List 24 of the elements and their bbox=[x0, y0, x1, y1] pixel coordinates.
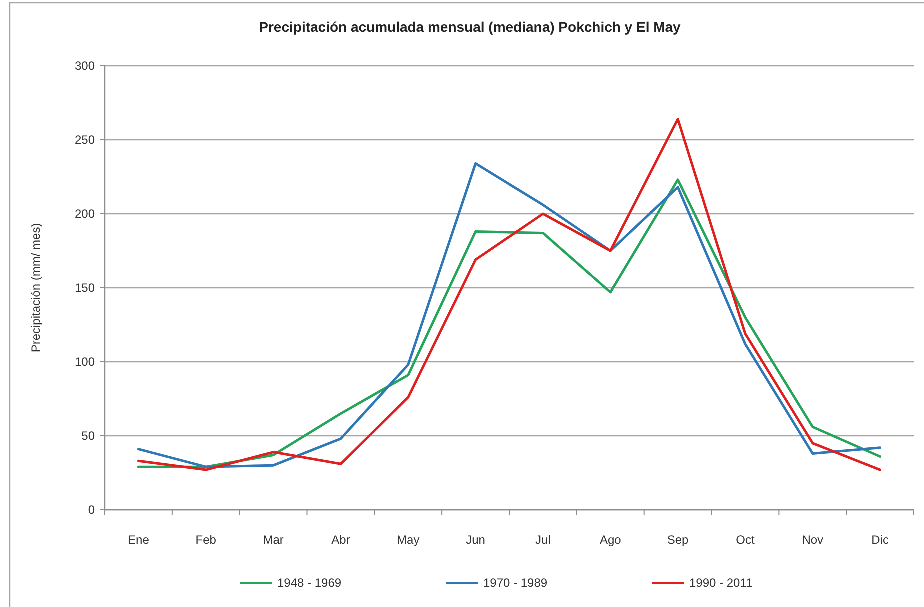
x-tick-label: Ago bbox=[600, 533, 622, 547]
x-tick-label: Jun bbox=[466, 533, 486, 547]
x-tick-label: May bbox=[397, 533, 420, 547]
x-tick-label: Jul bbox=[536, 533, 551, 547]
y-tick-label: 100 bbox=[74, 355, 96, 370]
y-tick-label: 300 bbox=[74, 59, 96, 74]
x-tick-label: Ene bbox=[128, 533, 150, 547]
x-tick-label: Mar bbox=[263, 533, 284, 547]
x-tick-label: Nov bbox=[802, 533, 824, 547]
y-tick-label: 150 bbox=[74, 281, 96, 296]
y-tick-label: 250 bbox=[74, 133, 96, 148]
legend-label: 1948 - 1969 bbox=[278, 576, 342, 590]
x-tick-label: Abr bbox=[332, 533, 350, 547]
x-tick-label: Feb bbox=[196, 533, 217, 547]
x-tick-label: Oct bbox=[736, 533, 756, 547]
y-tick-label: 0 bbox=[88, 503, 96, 518]
chart-title: Precipitación acumulada mensual (mediana) Pokchich y El May bbox=[259, 19, 682, 35]
legend-label: 1990 - 2011 bbox=[690, 576, 753, 590]
legend-label: 1970 - 1989 bbox=[484, 576, 548, 590]
y-tick-label: 200 bbox=[74, 207, 96, 222]
y-axis-title: Precipitación (mm/ mes) bbox=[29, 223, 43, 353]
x-tick-label: Dic bbox=[872, 533, 889, 547]
y-tick-label: 50 bbox=[82, 429, 96, 444]
x-tick-label: Sep bbox=[667, 533, 690, 547]
